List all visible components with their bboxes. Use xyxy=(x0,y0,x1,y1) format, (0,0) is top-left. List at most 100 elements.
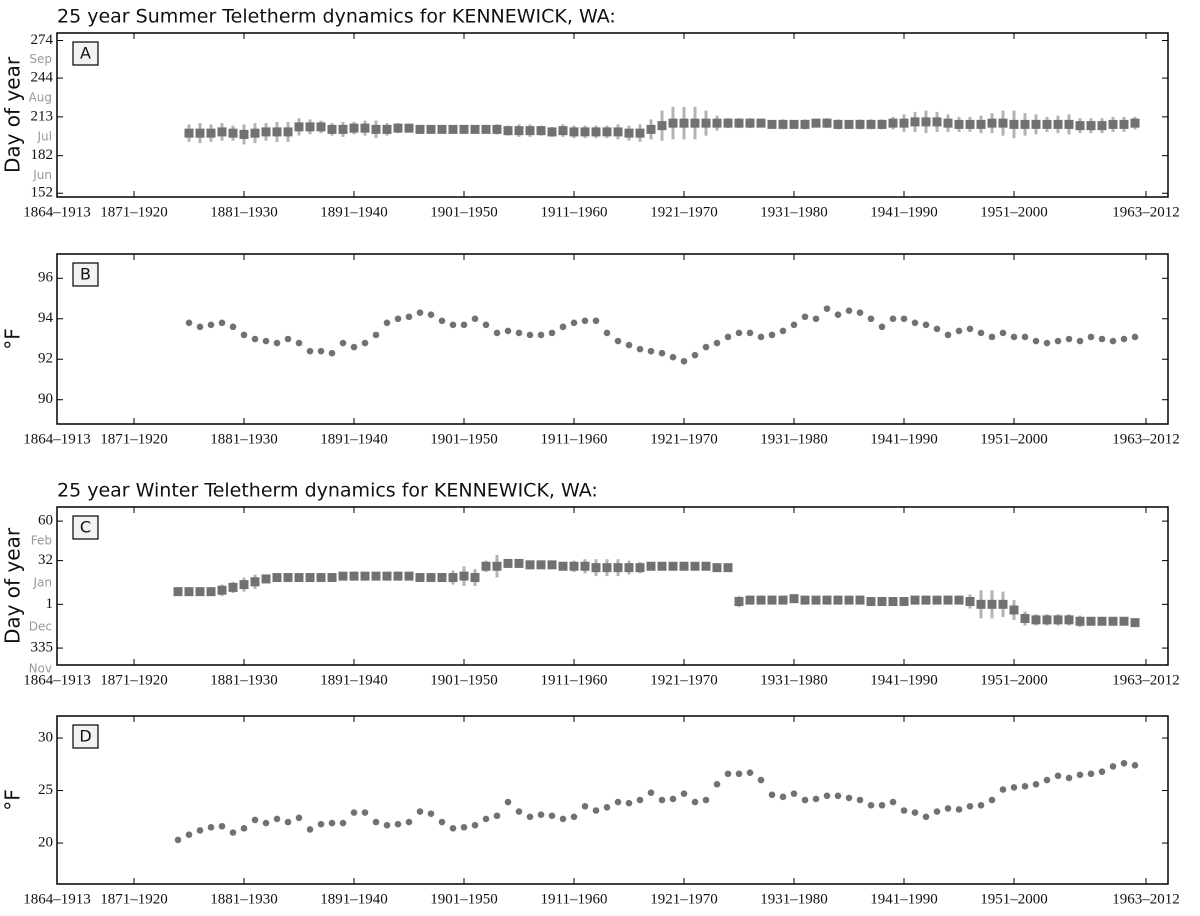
x-tick-label: 1941–1990 xyxy=(870,431,938,447)
marker xyxy=(1053,119,1063,129)
point xyxy=(438,818,446,826)
x-tick-label: 1891–1940 xyxy=(320,891,388,907)
y-tick-label: 96 xyxy=(38,270,54,286)
chart-title: 25 year Winter Teletherm dynamics for KE… xyxy=(57,480,598,502)
point xyxy=(185,319,193,327)
marker xyxy=(514,558,524,568)
marker xyxy=(866,119,876,129)
marker xyxy=(657,121,667,131)
marker xyxy=(734,597,744,607)
marker xyxy=(668,561,678,571)
x-tick-label: 1941–1990 xyxy=(870,672,938,688)
marker xyxy=(261,127,271,137)
month-label: Jun xyxy=(32,168,52,182)
marker xyxy=(954,119,964,129)
point xyxy=(449,321,457,329)
marker xyxy=(701,561,711,571)
marker xyxy=(987,118,997,128)
point xyxy=(757,333,765,341)
marker xyxy=(1031,119,1041,129)
marker xyxy=(569,561,579,571)
marker xyxy=(1020,119,1030,129)
y-tick-label: 152 xyxy=(31,185,54,201)
x-tick-label: 1963–2012 xyxy=(1112,431,1180,447)
point xyxy=(471,315,479,323)
marker xyxy=(1009,119,1019,129)
marker xyxy=(613,563,623,573)
point xyxy=(405,313,413,321)
marker xyxy=(195,587,205,597)
marker xyxy=(1130,618,1140,628)
x-tick-label: 1864–1913 xyxy=(23,431,91,447)
point xyxy=(1076,771,1084,779)
point xyxy=(724,770,732,778)
point xyxy=(317,347,325,355)
marker xyxy=(800,595,810,605)
marker xyxy=(294,573,304,583)
point xyxy=(295,814,303,822)
x-tick-label: 1891–1940 xyxy=(320,431,388,447)
month-label: Dec xyxy=(29,619,52,633)
panel-box xyxy=(72,724,99,749)
x-tick-label: 1881–1930 xyxy=(210,672,278,688)
marker xyxy=(855,595,865,605)
point xyxy=(361,809,369,816)
y-axis-label: °F xyxy=(1,328,25,350)
marker xyxy=(239,580,249,590)
point xyxy=(306,347,314,355)
marker xyxy=(1075,616,1085,626)
point xyxy=(658,796,666,804)
point xyxy=(328,349,336,357)
point xyxy=(757,776,765,784)
point xyxy=(779,793,787,801)
point xyxy=(746,769,754,776)
point xyxy=(977,329,985,337)
marker xyxy=(811,595,821,605)
marker xyxy=(789,594,799,604)
marker xyxy=(624,563,634,573)
point xyxy=(306,826,314,833)
point xyxy=(427,311,435,319)
marker xyxy=(778,119,788,129)
point xyxy=(460,824,468,831)
point xyxy=(361,339,369,347)
marker xyxy=(657,561,667,571)
point xyxy=(966,803,974,810)
marker xyxy=(646,124,656,134)
point xyxy=(1098,335,1106,343)
marker xyxy=(327,573,337,583)
point xyxy=(1065,774,1073,782)
panel-label: B xyxy=(80,265,91,284)
point xyxy=(735,329,743,337)
point xyxy=(515,329,523,337)
y-tick-label: 25 xyxy=(38,782,53,798)
x-tick-label: 1891–1940 xyxy=(320,204,388,220)
marker xyxy=(910,595,920,605)
point xyxy=(537,811,545,818)
marker xyxy=(844,595,854,605)
marker xyxy=(723,118,733,128)
marker xyxy=(888,597,898,607)
marker xyxy=(514,126,524,136)
y-tick-label: 1 xyxy=(46,596,54,612)
point xyxy=(229,323,237,331)
marker xyxy=(382,124,392,134)
point xyxy=(1098,768,1106,775)
marker xyxy=(481,124,491,134)
panel-label: A xyxy=(80,44,91,63)
point xyxy=(988,333,996,341)
point xyxy=(482,321,490,329)
point xyxy=(526,331,534,339)
marker xyxy=(734,118,744,128)
x-tick-label: 1871–1920 xyxy=(100,891,168,907)
point xyxy=(900,315,908,323)
point xyxy=(944,805,952,812)
marker xyxy=(1108,616,1118,626)
point xyxy=(1120,335,1128,343)
marker xyxy=(943,118,953,128)
marker xyxy=(470,573,480,583)
marker xyxy=(360,123,370,133)
plot-frame xyxy=(56,506,1169,666)
marker xyxy=(954,595,964,605)
